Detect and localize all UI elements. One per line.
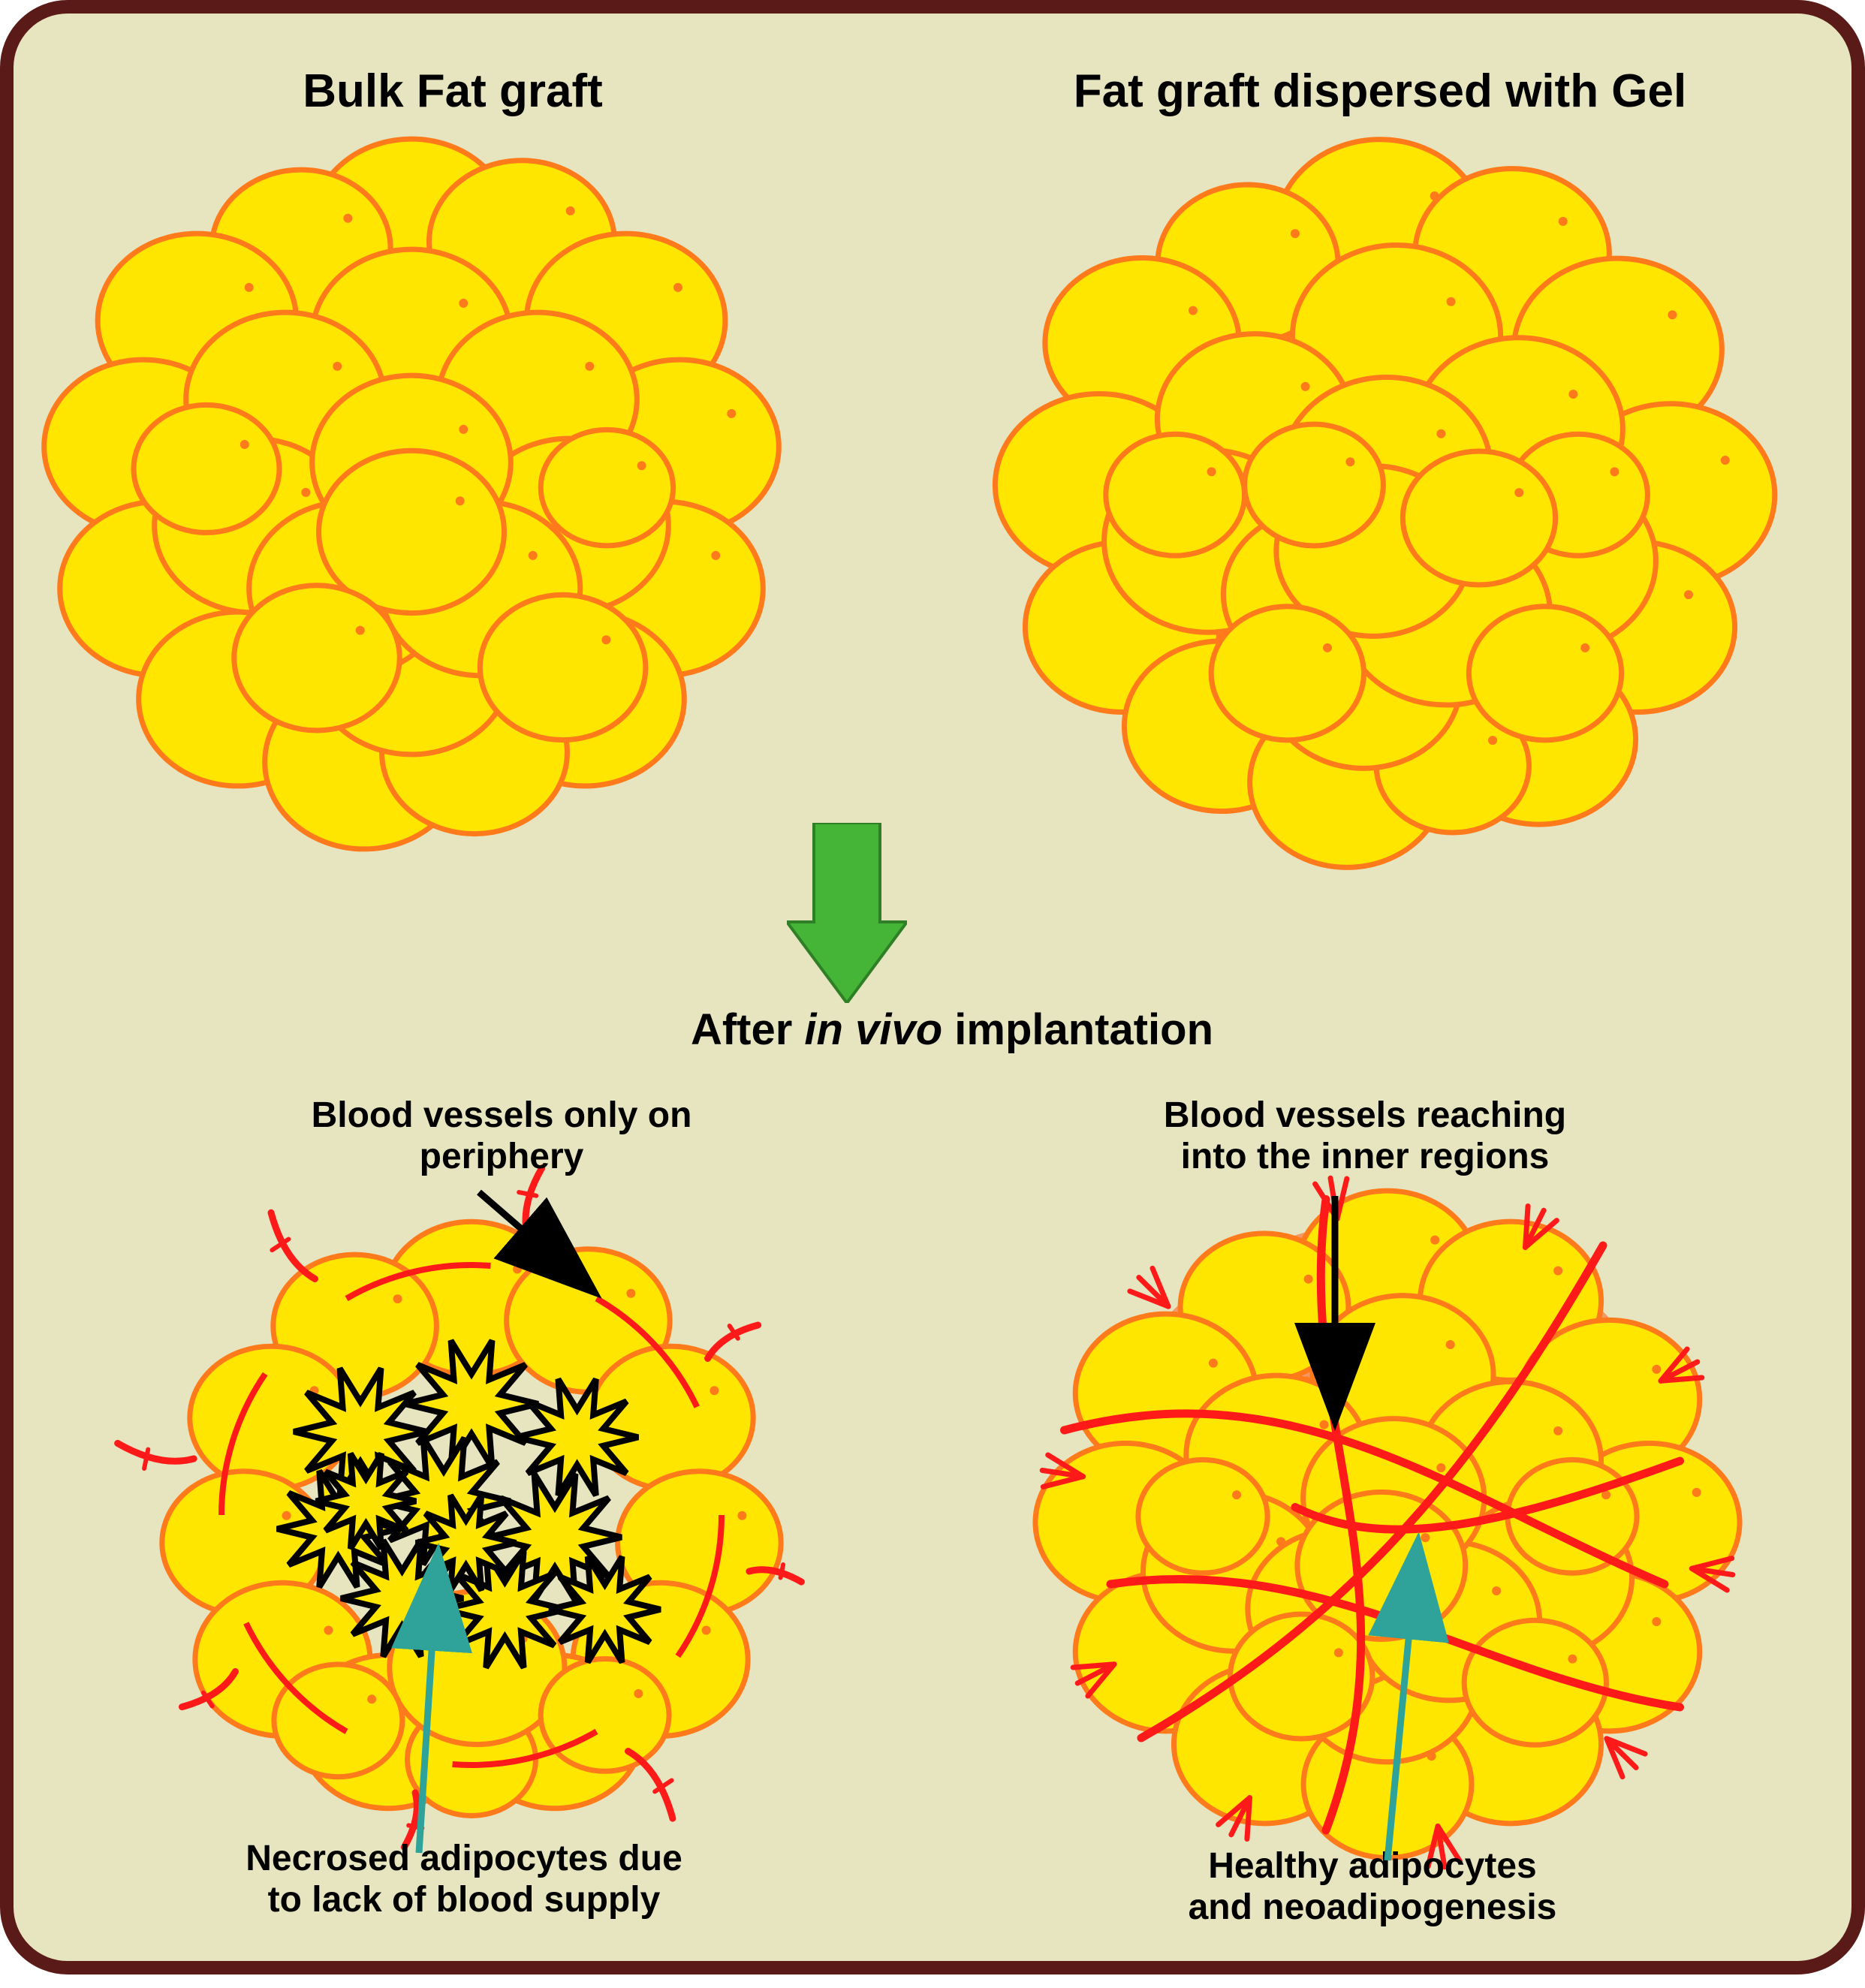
annot-blood-periphery: Blood vessels only on periphery — [239, 1095, 764, 1177]
annot-blood-inner: Blood vessels reaching into the inner re… — [1080, 1095, 1650, 1177]
cluster-bulk-fat — [6, 89, 817, 899]
step-label: After in vivo implantation — [539, 1005, 1365, 1055]
diagram-frame: Bulk Fat graft Fat graft dispersed with … — [0, 0, 1865, 1974]
cluster-fat-with-gel — [960, 81, 1800, 922]
annot-healthy: Healthy adipocytes and neoadipogenesis — [1087, 1845, 1658, 1928]
annot-necrosed: Necrosed adipocytes due to lack of blood… — [164, 1838, 764, 1920]
cluster-bulk-after — [104, 1147, 839, 1883]
cluster-gel-after — [990, 1125, 1785, 1920]
